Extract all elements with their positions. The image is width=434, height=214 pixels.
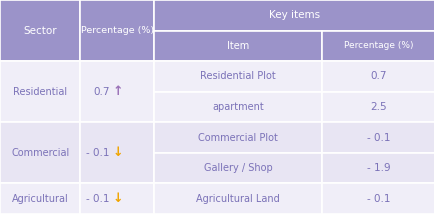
Text: - 1.9: - 1.9 <box>366 163 389 173</box>
Bar <box>0 183 80 214</box>
Text: - 0.1: - 0.1 <box>86 148 109 158</box>
Text: ↓: ↓ <box>112 192 122 205</box>
Text: Agricultural Land: Agricultural Land <box>196 194 279 204</box>
Bar <box>0 122 80 183</box>
Bar <box>321 92 434 122</box>
Text: Percentage (%): Percentage (%) <box>343 41 412 50</box>
Bar <box>0 61 80 122</box>
Bar <box>321 183 434 214</box>
Bar <box>80 122 154 183</box>
Bar <box>154 31 321 61</box>
Bar <box>154 153 321 183</box>
Bar <box>154 0 434 31</box>
Bar <box>80 183 154 214</box>
Text: Sector: Sector <box>23 25 57 36</box>
Text: 0.7: 0.7 <box>369 71 386 82</box>
Text: 0.7: 0.7 <box>93 87 109 97</box>
Bar <box>321 61 434 92</box>
Text: Agricultural: Agricultural <box>12 194 69 204</box>
Text: Commercial Plot: Commercial Plot <box>198 132 277 143</box>
Text: - 0.1: - 0.1 <box>86 194 109 204</box>
Text: ↑: ↑ <box>112 85 122 98</box>
Bar <box>154 92 321 122</box>
Text: - 0.1: - 0.1 <box>366 132 389 143</box>
Text: Residential: Residential <box>13 87 67 97</box>
Text: Key items: Key items <box>269 10 319 20</box>
Text: Item: Item <box>227 41 249 51</box>
Text: - 0.1: - 0.1 <box>366 194 389 204</box>
Bar <box>154 183 321 214</box>
Bar <box>321 31 434 61</box>
Text: Percentage (%): Percentage (%) <box>81 26 154 35</box>
Text: Commercial: Commercial <box>11 148 69 158</box>
Text: 2.5: 2.5 <box>369 102 386 112</box>
Bar <box>154 122 321 153</box>
Text: Gallery / Shop: Gallery / Shop <box>203 163 272 173</box>
Text: Residential Plot: Residential Plot <box>200 71 276 82</box>
Bar <box>0 0 80 61</box>
Bar <box>80 61 154 122</box>
Bar <box>321 122 434 153</box>
Bar <box>80 0 154 61</box>
Bar <box>154 61 321 92</box>
Text: apartment: apartment <box>212 102 263 112</box>
Text: ↓: ↓ <box>112 146 122 159</box>
Bar <box>321 153 434 183</box>
